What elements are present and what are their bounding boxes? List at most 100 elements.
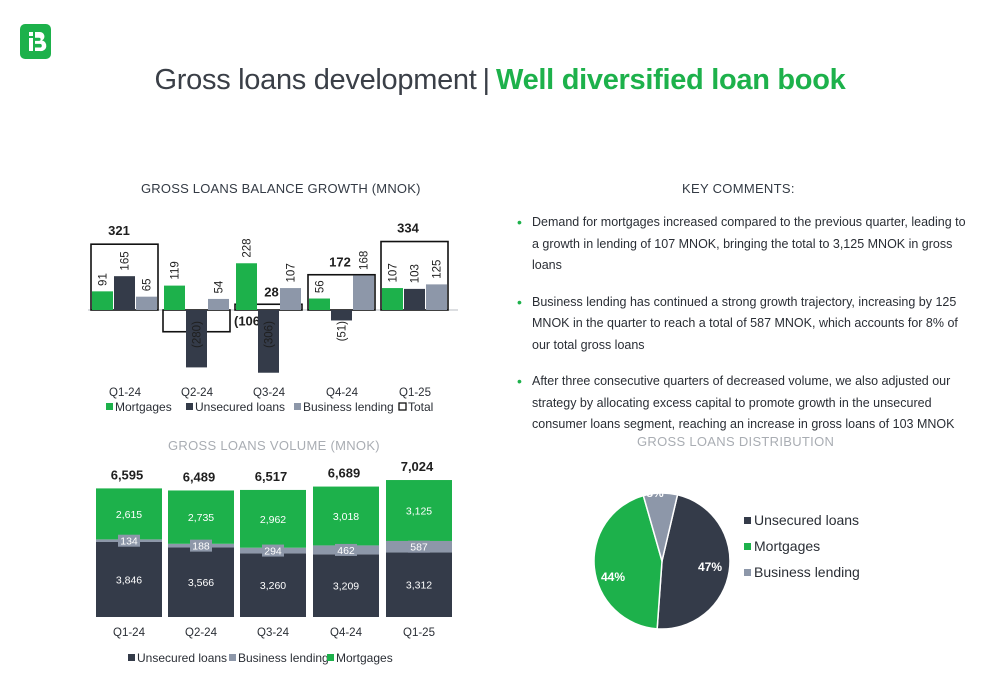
bullet-icon: • — [517, 373, 522, 389]
category-label-Q4-24: Q4-24 — [330, 627, 363, 639]
logo-mark-icon — [29, 32, 47, 52]
legend-swatch-business — [744, 569, 751, 576]
category-label-Q1-24: Q1-24 — [113, 627, 146, 639]
legend-label-business: Business lending — [303, 400, 394, 414]
key-comment-item: • Demand for mortgages increased compared… — [513, 212, 968, 277]
business-label-Q4-24: 168 — [359, 251, 371, 270]
legend-swatch-total — [398, 402, 407, 411]
business-value-Q3-24: 294 — [264, 546, 282, 558]
business-bar-Q2-24 — [208, 298, 229, 310]
mortgages-slice-label: 44% — [601, 570, 625, 584]
legend-swatch-mortgages — [106, 403, 113, 410]
business-label-Q3-24: 107 — [286, 263, 298, 282]
mortgages-segment-Q1-24 — [96, 488, 162, 540]
mortgages-bar-Q4-24 — [309, 298, 330, 310]
key-comments-list: • Demand for mortgages increased compared… — [513, 212, 968, 451]
category-label-Q1-25: Q1-25 — [403, 627, 435, 639]
business-value-Q1-24: 134 — [120, 536, 138, 548]
category-label-Q3-24: Q3-24 — [253, 387, 286, 399]
legend-label-unsecured: Unsecured loans — [137, 651, 227, 665]
mortgages-segment-Q3-24 — [240, 489, 306, 548]
bullet-icon: • — [517, 214, 522, 230]
total-label-Q1-24: 321 — [108, 223, 130, 238]
business-value-box-Q1-24 — [118, 534, 140, 547]
page-title: Gross loans development | Well diversified… — [0, 64, 1000, 97]
total-value-Q2-24: 6,489 — [183, 469, 216, 484]
category-label-Q4-24: Q4-24 — [326, 387, 359, 399]
business-value-box-Q3-24 — [262, 544, 284, 557]
mortgages-segment-Q1-25 — [386, 480, 452, 541]
mortgages-bar-Q1-24 — [92, 291, 113, 310]
mortgages-value-Q1-24: 2,615 — [116, 509, 142, 521]
growth-chart: 91 165 65 321 Q1-24 119 (280) 54 (106) Q2-24 228 (3… — [88, 221, 458, 414]
legend-swatch-business — [294, 403, 301, 410]
business-label-Q2-24: 54 — [214, 280, 226, 293]
category-label-Q1-25: Q1-25 — [399, 387, 431, 399]
total-value-Q3-24: 6,517 — [255, 469, 288, 484]
legend-label-unsecured: Unsecured loans — [754, 512, 859, 528]
unsecured-segment-Q2-24 — [168, 547, 234, 617]
unsecured-bar-Q1-24 — [114, 276, 135, 310]
business-bar-Q1-25 — [426, 284, 447, 310]
bullet-icon: • — [517, 293, 522, 310]
pie-chart: 47% 44% 8% Unsecured loans Mortgages Business… — [593, 486, 860, 630]
business-value-Q4-24: 462 — [337, 545, 355, 557]
unsecured-bar-Q4-24 — [331, 310, 352, 321]
unsecured-segment-Q4-24 — [313, 554, 379, 617]
legend-swatch-unsecured — [744, 517, 751, 524]
legend-swatch-unsecured — [128, 654, 135, 661]
category-label-Q2-24: Q2-24 — [181, 387, 214, 399]
unsecured-bar-Q2-24 — [186, 310, 207, 368]
unsecured-label-Q1-24: 165 — [120, 251, 132, 270]
total-label-Q4-24: 172 — [329, 255, 351, 270]
unsecured-label-Q2-24: (280) — [192, 321, 204, 348]
mortgages-value-Q4-24: 3,018 — [333, 511, 359, 523]
unsecured-segment-Q1-24 — [96, 542, 162, 617]
unsecured-label-Q4-24: (51) — [337, 321, 349, 342]
total-value-Q1-24: 6,595 — [111, 467, 144, 482]
business-value-Q2-24: 188 — [192, 541, 210, 553]
total-label-Q1-25: 334 — [397, 221, 419, 236]
unsecured-bar-Q1-25 — [404, 288, 425, 310]
mortgages-slice — [593, 494, 663, 630]
mortgages-value-Q1-25: 3,125 — [406, 506, 432, 518]
mortgages-label-Q3-24: 228 — [242, 238, 254, 257]
mortgages-label-Q1-24: 91 — [98, 273, 110, 286]
unsecured-label-Q3-24: (306) — [264, 321, 276, 348]
title-main: Gross loans development — [154, 64, 477, 96]
total-label-Q3-24: 28 — [264, 284, 278, 299]
category-label-Q3-24: Q3-24 — [257, 627, 290, 639]
mortgages-value-Q3-24: 2,962 — [260, 514, 286, 526]
growth-chart-title: GROSS LOANS BALANCE GROWTH (MNOK) — [141, 181, 421, 196]
unsecured-segment-Q3-24 — [240, 553, 306, 617]
legend-label-total: Total — [408, 400, 433, 414]
total-label-Q2-24: (106) — [234, 314, 264, 329]
legend-label-unsecured: Unsecured loans — [195, 400, 285, 414]
unsecured-label-Q1-25: 103 — [410, 264, 422, 283]
mortgages-label-Q2-24: 119 — [170, 261, 182, 279]
title-highlight: Well diversified loan book — [496, 64, 846, 96]
legend-label-mortgages: Mortgages — [115, 400, 172, 414]
key-comment-text: Demand for mortgages increased compared … — [532, 215, 966, 272]
legend-swatch-mortgages — [327, 654, 334, 661]
mortgages-value-Q2-24: 2,735 — [188, 512, 214, 524]
unsecured-bar-Q3-24 — [258, 310, 279, 373]
unsecured-value-Q1-25: 3,312 — [406, 580, 432, 592]
unsecured-segment-Q1-25 — [386, 552, 452, 617]
business-value-box-Q2-24 — [190, 539, 212, 552]
legend-label-business: Business lending — [754, 564, 860, 580]
category-label-Q1-24: Q1-24 — [109, 387, 142, 399]
mortgages-bar-Q3-24 — [236, 263, 257, 310]
key-comments-title: KEY COMMENTS: — [682, 181, 795, 196]
total-value-Q1-25: 7,024 — [401, 459, 434, 474]
unsecured-value-Q1-24: 3,846 — [116, 575, 142, 587]
logo — [20, 24, 51, 59]
mortgages-segment-Q2-24 — [168, 490, 234, 544]
legend-label-business: Business lending — [238, 651, 329, 665]
mortgages-bar-Q2-24 — [164, 285, 185, 310]
legend-label-mortgages: Mortgages — [336, 651, 393, 665]
business-value-box-Q1-25 — [408, 540, 430, 553]
mortgages-bar-Q1-25 — [382, 288, 403, 310]
category-label-Q2-24: Q2-24 — [185, 627, 218, 639]
business-bar-Q3-24 — [280, 288, 301, 310]
